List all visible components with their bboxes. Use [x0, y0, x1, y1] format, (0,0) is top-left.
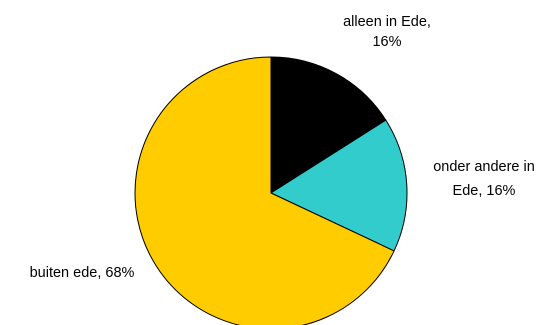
- pie-slice-alleen-in-ede: [270, 56, 387, 194]
- slice-label-line: 16%: [372, 34, 401, 50]
- slice-label-line: onder andere in: [433, 159, 535, 175]
- pie-labels: alleen in Ede, 16% onder andere in Ede, 16%…: [30, 14, 535, 281]
- slice-label-onder-andere-in-ede: onder andere in Ede, 16%: [433, 159, 535, 199]
- pie-slice-buiten-ede: [134, 56, 395, 325]
- slice-label-line: buiten ede, 68%: [30, 265, 135, 281]
- pie-slice-onder-andere-in-ede: [270, 119, 408, 252]
- slice-label-buiten-ede: buiten ede, 68%: [30, 265, 135, 281]
- slice-label-line: Ede, 16%: [453, 183, 516, 199]
- pie-slices: [134, 56, 408, 325]
- slice-label-line: alleen in Ede,: [343, 14, 431, 30]
- slice-label-alleen-in-ede: alleen in Ede, 16%: [343, 14, 431, 50]
